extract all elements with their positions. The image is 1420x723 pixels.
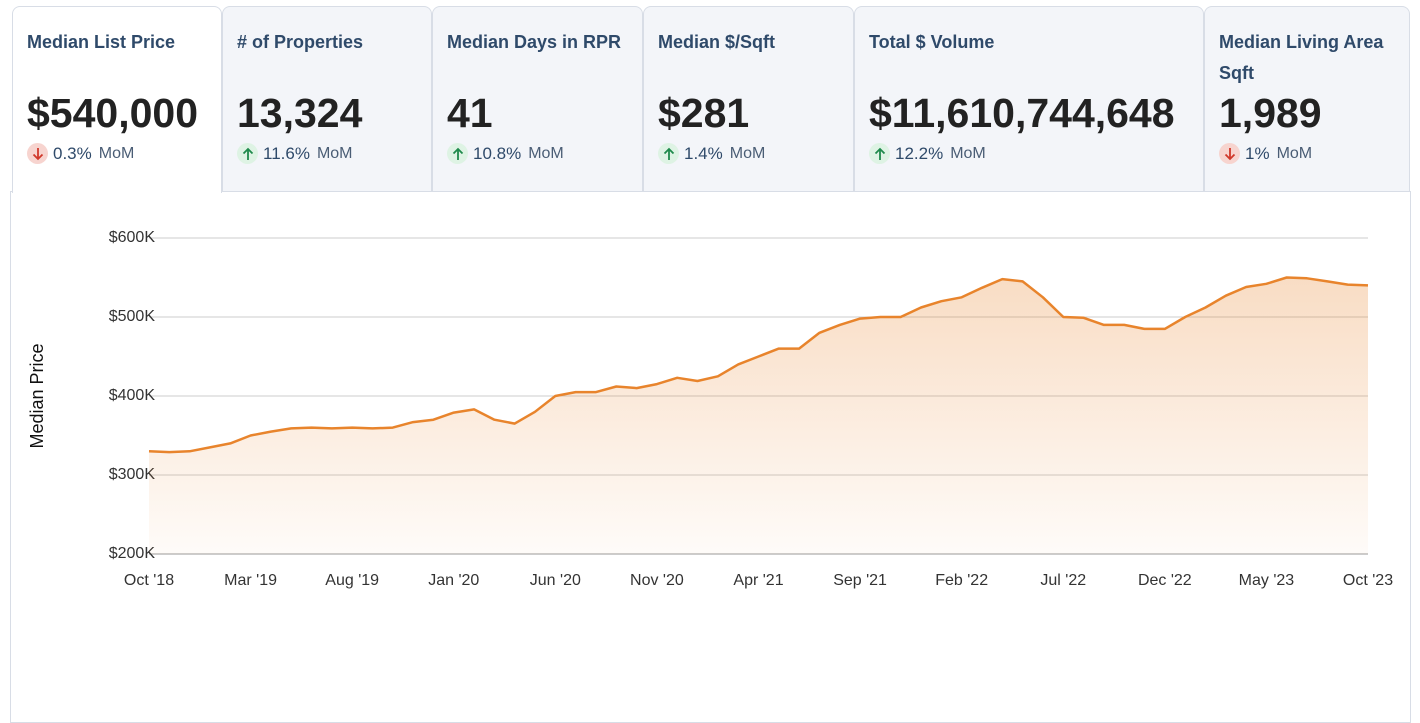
tab-change: 1% MoM xyxy=(1219,143,1409,164)
metric-tab[interactable]: Median List Price $540,000 0.3% MoM xyxy=(12,6,222,193)
change-percent: 11.6% xyxy=(263,143,310,163)
tab-value: $540,000 xyxy=(27,90,199,136)
tab-title: Median Days in RPR xyxy=(447,32,622,52)
tab-title: Median $/Sqft xyxy=(658,32,776,52)
metric-tab[interactable]: Median Days in RPR 41 10.8% MoM xyxy=(432,6,643,191)
tab-value: $11,610,744,648 xyxy=(869,90,1175,136)
change-period: MoM xyxy=(98,144,135,162)
tab-title: Total $ Volume xyxy=(869,32,995,52)
y-tick-label: $300K xyxy=(109,466,156,483)
tab-value: $281 xyxy=(658,90,750,136)
trend-icon xyxy=(237,143,258,164)
y-tick-label: $200K xyxy=(109,545,156,562)
x-tick-label: Oct '23 xyxy=(1343,572,1393,589)
metric-tab[interactable]: Total $ Volume $11,610,744,648 12.2% MoM xyxy=(854,6,1204,191)
change-percent: 12.2% xyxy=(895,143,944,163)
y-axis-label: Median Price xyxy=(27,343,47,448)
tab-change: 11.6% MoM xyxy=(237,143,431,164)
x-tick-label: Jan '20 xyxy=(428,572,479,589)
change-percent: 0.3% xyxy=(53,143,92,163)
change-period: MoM xyxy=(1276,144,1313,162)
x-tick-label: Jul '22 xyxy=(1040,572,1086,589)
change-period: MoM xyxy=(729,144,766,162)
tab-value: 1,989 xyxy=(1219,90,1322,136)
change-percent: 1.4% xyxy=(684,143,723,163)
trend-icon xyxy=(1219,143,1240,164)
metric-tab[interactable]: # of Properties 13,324 11.6% MoM xyxy=(222,6,432,191)
trend-icon xyxy=(27,143,48,164)
trend-icon xyxy=(869,143,890,164)
tab-change: 12.2% MoM xyxy=(869,143,1203,164)
x-tick-label: Nov '20 xyxy=(630,572,684,589)
x-tick-label: Feb '22 xyxy=(935,572,988,589)
tab-change: 0.3% MoM xyxy=(27,143,221,164)
x-tick-label: May '23 xyxy=(1239,572,1295,589)
tab-title: # of Properties xyxy=(237,32,364,52)
trend-icon xyxy=(658,143,679,164)
tab-change: 10.8% MoM xyxy=(447,143,642,164)
x-tick-label: Dec '22 xyxy=(1138,572,1192,589)
x-tick-label: Mar '19 xyxy=(224,572,277,589)
tab-title: Median List Price xyxy=(27,32,176,52)
y-tick-label: $500K xyxy=(109,308,156,325)
x-tick-label: Jun '20 xyxy=(530,572,581,589)
price-line xyxy=(148,276,1369,454)
change-period: MoM xyxy=(950,144,986,162)
change-period: MoM xyxy=(316,144,353,162)
y-tick-label: $400K xyxy=(109,387,156,404)
area-fill xyxy=(149,277,1368,554)
tab-title: Median Living Area Sqft xyxy=(1219,32,1384,83)
metric-tab[interactable]: Median Living Area Sqft 1,989 1% MoM xyxy=(1204,6,1410,191)
change-percent: 1% xyxy=(1245,143,1270,163)
trend-icon xyxy=(447,143,468,164)
x-tick-label: Oct '18 xyxy=(124,572,174,589)
y-tick-label: $600K xyxy=(109,229,156,246)
x-tick-label: Aug '19 xyxy=(325,572,379,589)
tab-value: 41 xyxy=(447,90,493,136)
x-tick-label: Sep '21 xyxy=(833,572,887,589)
tab-change: 1.4% MoM xyxy=(658,143,853,164)
change-percent: 10.8% xyxy=(473,143,522,163)
x-tick-label: Apr '21 xyxy=(733,572,783,589)
metric-tab[interactable]: Median $/Sqft $281 1.4% MoM xyxy=(643,6,854,191)
tab-value: 13,324 xyxy=(237,90,363,136)
change-period: MoM xyxy=(528,144,564,162)
